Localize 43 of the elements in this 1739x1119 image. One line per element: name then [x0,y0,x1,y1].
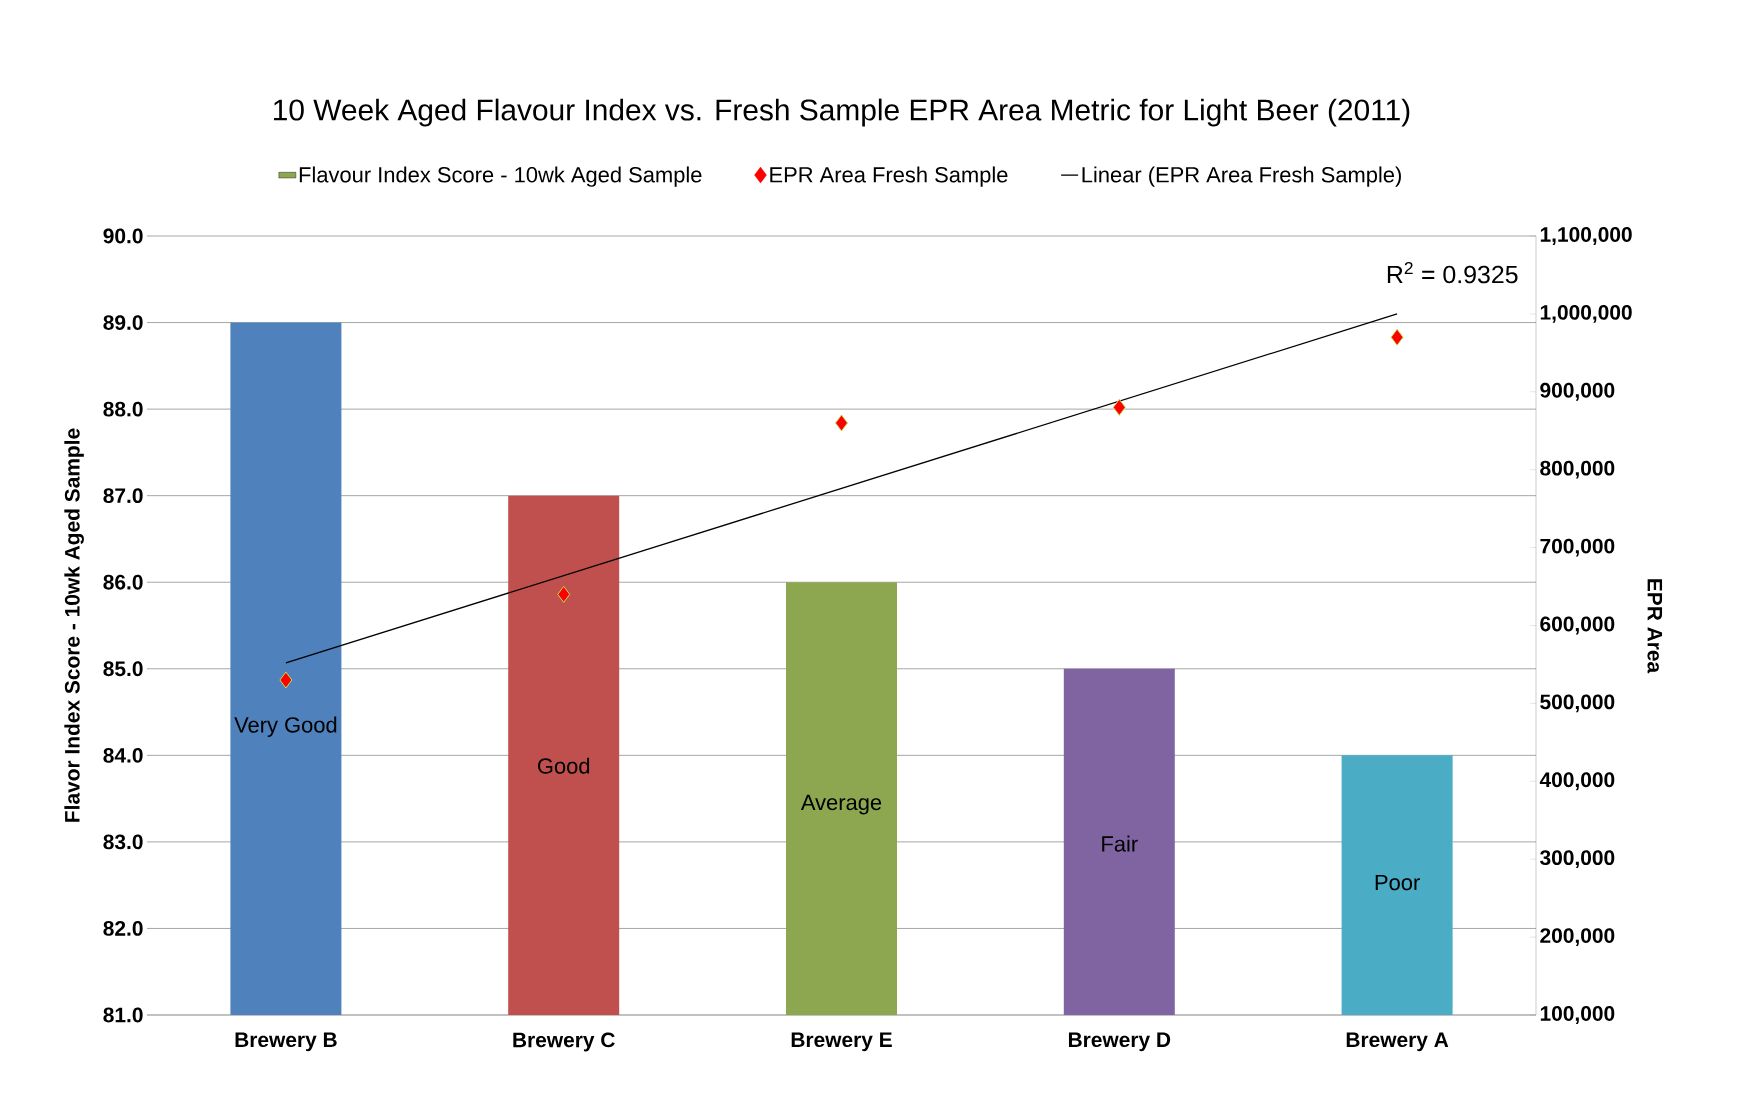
x-tick-label: Brewery E [791,1032,892,1052]
y2-tick-label: 100,000 [1540,1006,1615,1024]
y-tick-label: 89.0 [103,315,143,330]
x-tick-label: Brewery B [235,1032,337,1052]
chart-title: 10 Week Aged Flavour Index vs. Fresh Sample EPR Area Metric for Light Beer (2011) [273,98,1410,127]
y2-tick-label: 1,000,000 [1540,304,1632,323]
y-tick-label: 82.0 [103,921,143,936]
point [279,671,293,689]
y-tick-label: 90.0 [103,228,143,244]
x-tick-label: Brewery C [513,1032,615,1052]
y2-tick-label: 800,000 [1540,460,1615,479]
y2-axis-title: EPR Area [1647,579,1663,674]
annotation: R$^{2}$ = 0.9325 [1387,261,1518,284]
y-axis-title: Flavor Index Score - 10wk Aged Sample [64,428,84,822]
x-tick-label: Brewery A [1346,1032,1449,1052]
y-tick-label: 87.0 [103,488,143,504]
annotation: Very Good [234,716,337,737]
point [1112,398,1126,416]
y-tick-label: 81.0 [103,1007,143,1023]
point [835,414,848,432]
y2-tick-label: 400,000 [1539,772,1615,791]
legend-label: EPR Area Fresh Sample [770,166,1008,187]
y-tick-label: 85.0 [103,661,143,677]
point [557,585,571,603]
point [1390,328,1404,346]
annotation: Good [538,757,590,774]
y2-tick-label: 500,000 [1540,694,1615,713]
y-tick-label: 88.0 [103,401,143,417]
annotation: Fair [1102,835,1138,852]
y2-tick-label: 300,000 [1540,850,1615,869]
y2-tick-label: 600,000 [1540,616,1615,635]
y2-tick-label: 700,000 [1540,538,1615,557]
legend-label: Linear (EPR Area Fresh Sample) [1082,166,1401,187]
y2-tick-label: 1,100,000 [1540,227,1632,245]
legend-label: Flavour Index Score - 10wk Aged Sample [299,166,702,187]
annotation: Average [800,794,882,815]
y2-tick-label: 900,000 [1540,382,1615,401]
y2-tick-label: 200,000 [1540,928,1615,947]
y-tick-label: 83.0 [103,834,143,850]
annotation: Poor [1375,874,1420,891]
y-tick-label: 86.0 [103,574,143,590]
x-tick-label: Brewery D [1068,1032,1171,1052]
y-tick-label: 84.0 [103,747,143,763]
